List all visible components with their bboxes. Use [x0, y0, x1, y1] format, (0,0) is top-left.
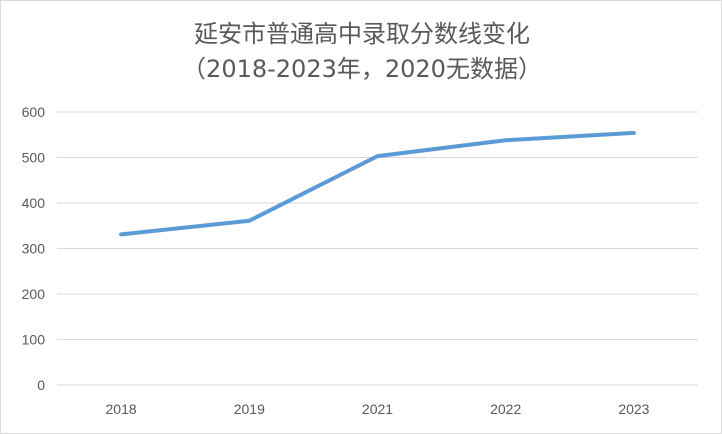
y-tick-label: 200 — [22, 286, 46, 302]
series-line — [119, 130, 636, 237]
y-axis-tick-labels: 0 100 200 300 400 500 600 — [22, 104, 46, 393]
y-tick-label: 300 — [22, 241, 46, 257]
x-tick-label: 2022 — [490, 401, 521, 417]
x-tick-label: 2019 — [234, 401, 265, 417]
y-tick-label: 500 — [22, 150, 46, 166]
y-tick-label: 0 — [37, 377, 45, 393]
gridlines — [57, 111, 698, 386]
y-tick-label: 100 — [22, 332, 46, 348]
series-layer — [119, 130, 636, 237]
y-tick-label: 600 — [22, 104, 46, 120]
x-tick-label: 2018 — [106, 401, 137, 417]
chart-subtitle: （2018-2023年，2020无数据） — [182, 55, 542, 83]
x-tick-label: 2023 — [618, 401, 649, 417]
chart-title: 延安市普通高中录取分数线变化 — [194, 20, 530, 48]
y-tick-label: 400 — [22, 195, 46, 211]
x-tick-label: 2021 — [362, 401, 393, 417]
x-axis-tick-labels: 2018 2019 2021 2022 2023 — [106, 401, 650, 417]
